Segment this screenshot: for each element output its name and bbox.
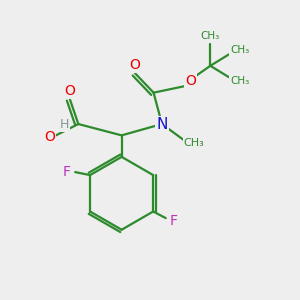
Text: N: N <box>156 116 168 131</box>
Text: CH₃: CH₃ <box>230 76 249 86</box>
Text: H: H <box>60 118 69 131</box>
Text: F: F <box>63 164 71 178</box>
Text: O: O <box>129 58 140 72</box>
Text: CH₃: CH₃ <box>201 31 220 41</box>
Text: F: F <box>170 214 178 228</box>
Text: CH₃: CH₃ <box>184 138 205 148</box>
Text: O: O <box>64 84 75 98</box>
Text: O: O <box>44 130 55 144</box>
Text: O: O <box>185 74 196 88</box>
Text: CH₃: CH₃ <box>230 45 249 55</box>
